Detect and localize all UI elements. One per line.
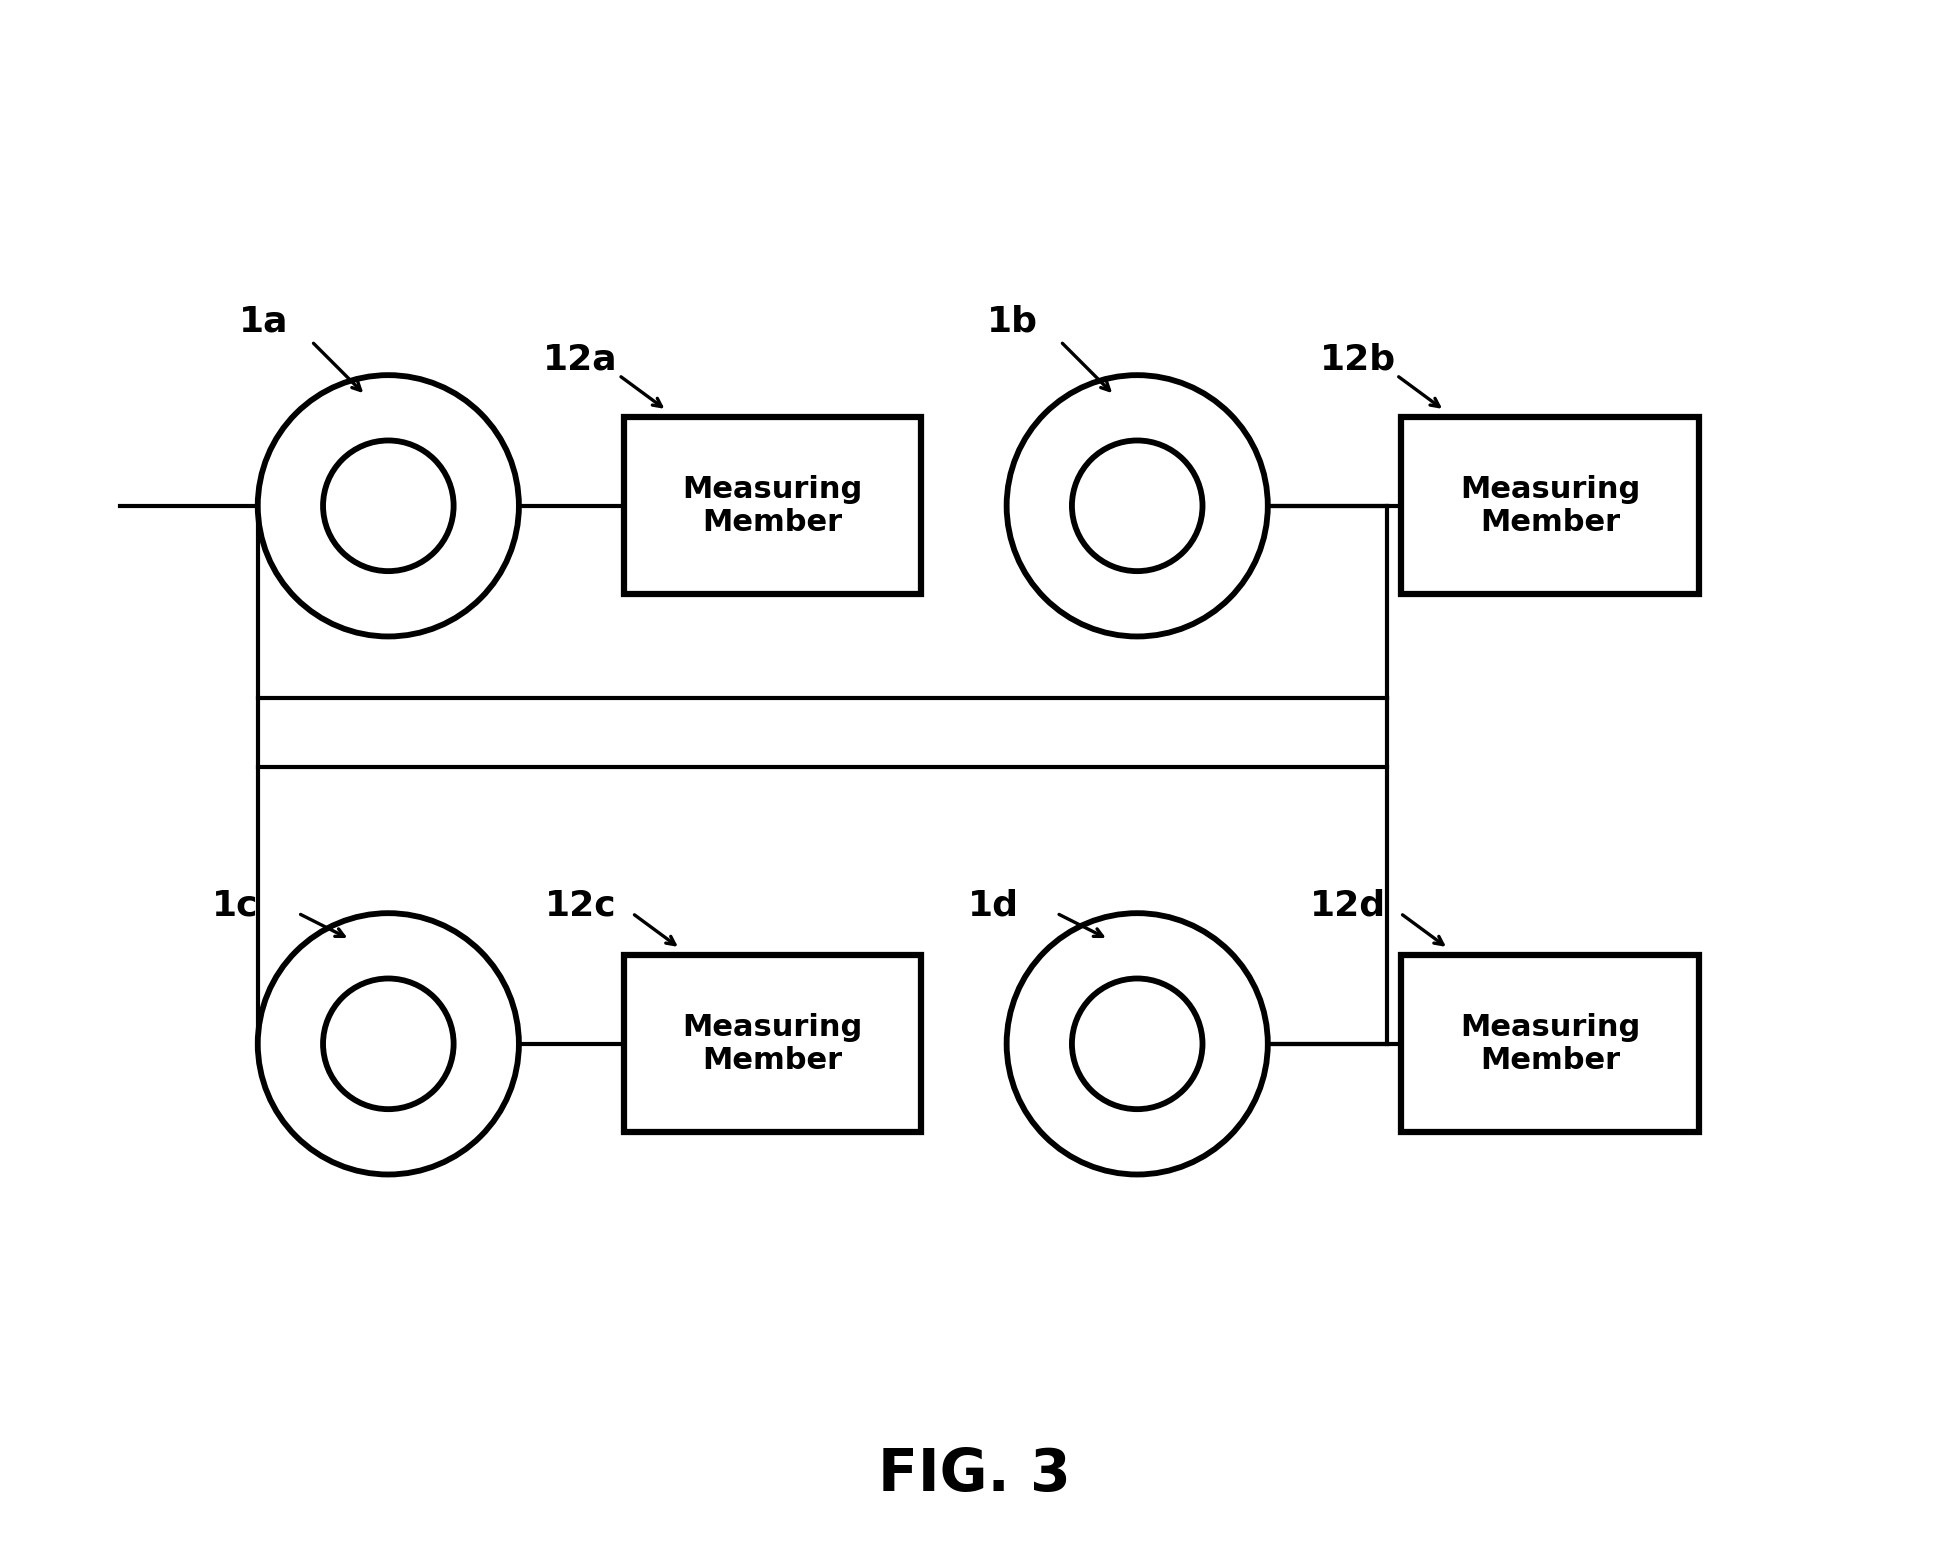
Ellipse shape <box>1007 912 1268 1174</box>
Text: 1d: 1d <box>968 889 1019 922</box>
Ellipse shape <box>257 376 518 637</box>
Text: Measuring
Member: Measuring Member <box>682 1013 863 1075</box>
Text: Measuring
Member: Measuring Member <box>1459 1013 1640 1075</box>
Bar <box>623 956 921 1131</box>
Text: 12d: 12d <box>1311 889 1387 922</box>
Text: 12a: 12a <box>543 343 618 377</box>
Text: 1c: 1c <box>212 889 257 922</box>
Text: Measuring
Member: Measuring Member <box>682 474 863 537</box>
Bar <box>1401 418 1699 595</box>
Text: 12c: 12c <box>545 889 616 922</box>
Bar <box>1401 956 1699 1131</box>
Text: Measuring
Member: Measuring Member <box>1459 474 1640 537</box>
Ellipse shape <box>1007 376 1268 637</box>
Text: FIG. 3: FIG. 3 <box>879 1446 1069 1502</box>
Bar <box>623 418 921 595</box>
Text: 1a: 1a <box>240 304 288 338</box>
Ellipse shape <box>257 912 518 1174</box>
Text: 1b: 1b <box>988 304 1038 338</box>
Text: 12b: 12b <box>1321 343 1397 377</box>
